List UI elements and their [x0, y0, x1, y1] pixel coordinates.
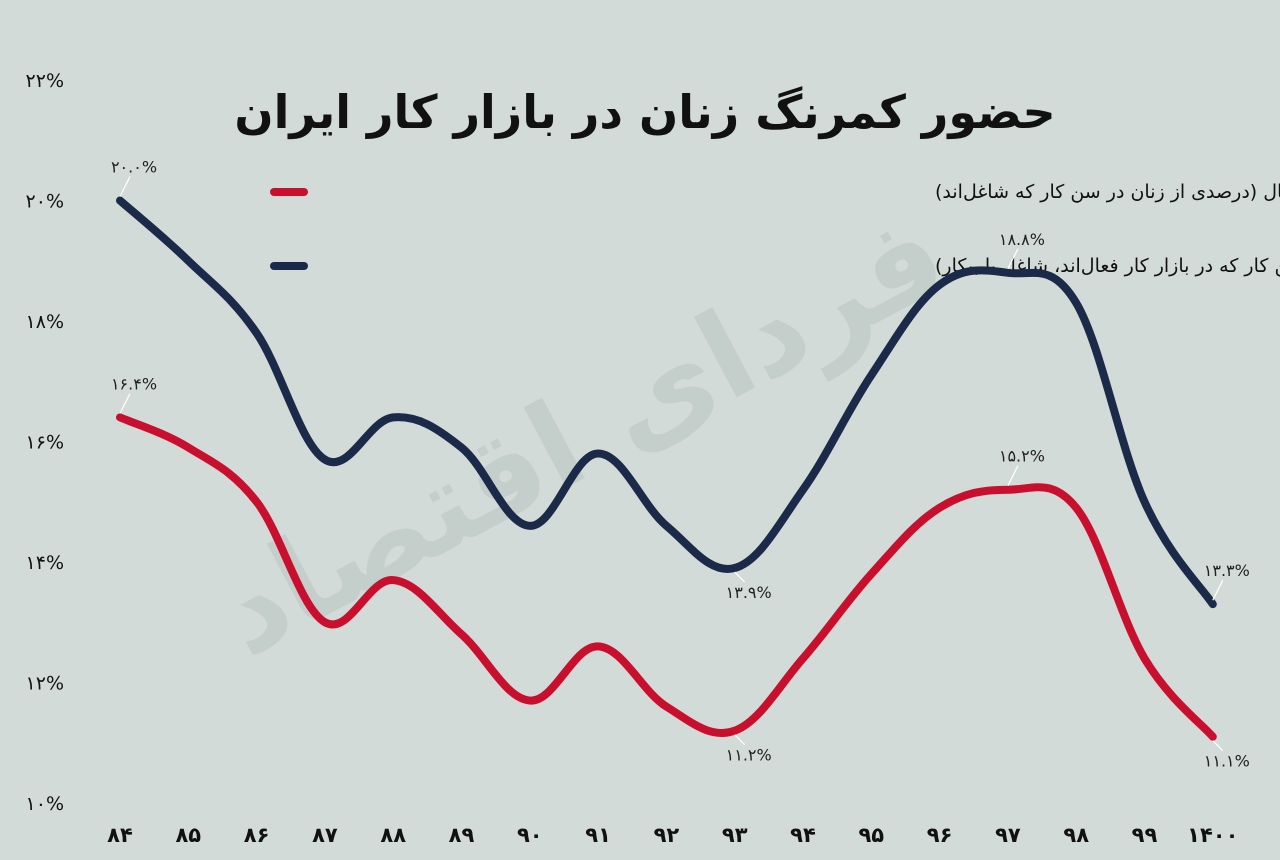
data-point — [118, 415, 122, 420]
chart-title: حضور کمرنگ زنان در بازار کار ایران — [234, 85, 1055, 139]
x-tick-label: ۸۸ — [380, 823, 406, 847]
data-point — [1074, 505, 1079, 510]
y-axis: ۱۰% ۱۲% ۱۴% ۱۶% ۱۸% ۲۰% ۲۲% — [26, 70, 64, 815]
data-point — [1210, 734, 1215, 739]
x-tick-label: ۸۹ — [449, 823, 475, 847]
data-point — [664, 523, 669, 528]
data-point — [322, 620, 327, 625]
y-tick-label: ۱۰% — [26, 793, 64, 815]
x-tick-label: ۱۴۰۰ — [1187, 823, 1238, 847]
label-leader-line — [119, 176, 131, 197]
data-point — [1142, 499, 1147, 504]
x-tick-label: ۹۹ — [1132, 823, 1158, 847]
x-tick-label: ۹۰ — [517, 823, 543, 847]
x-tick-label: ۸۷ — [312, 823, 338, 847]
data-label: ۱۳.۹% — [726, 583, 772, 602]
data-point — [459, 445, 464, 450]
data-point — [732, 728, 737, 733]
data-point — [596, 644, 601, 649]
data-label: ۱۳.۳% — [1204, 561, 1250, 580]
data-point — [664, 704, 669, 709]
data-label: ۱۱.۲% — [726, 746, 772, 765]
data-point — [1210, 602, 1215, 607]
data-point — [937, 282, 942, 287]
data-point — [1074, 300, 1079, 305]
x-tick-label: ۹۱ — [585, 823, 611, 847]
y-tick-label: ۱۸% — [26, 311, 64, 333]
x-tick-label: ۸۴ — [107, 823, 133, 847]
data-point — [527, 523, 532, 528]
data-label: ۱۶.۴% — [111, 374, 157, 393]
series-layer — [116, 196, 1217, 741]
data-point — [322, 457, 327, 462]
data-point — [1005, 270, 1010, 275]
data-label: ۱۸.۸% — [999, 230, 1045, 249]
data-point — [1005, 487, 1010, 492]
x-tick-label: ۹۸ — [1063, 823, 1089, 847]
label-leader-line — [1212, 740, 1224, 752]
data-point — [391, 578, 396, 583]
data-point — [527, 698, 532, 703]
data-point — [254, 331, 259, 336]
x-tick-label: ۹۷ — [995, 823, 1021, 847]
y-tick-label: ۲۰% — [26, 191, 64, 213]
data-point — [186, 258, 191, 263]
data-point — [937, 505, 942, 510]
y-tick-label: ۱۲% — [26, 673, 64, 695]
x-tick-label: ۸۶ — [244, 823, 270, 847]
label-leader-line — [1007, 465, 1019, 486]
data-point — [118, 198, 122, 203]
label-leader-line — [734, 571, 746, 583]
label-leader-line — [1212, 579, 1224, 601]
data-labels: ۲۰.۰% ۱۸.۸% ۱۳.۹% ۱۳.۳% ۱۶.۴% ۱۵.۲% ۱۱.۲% ۱۱.۱% — [111, 158, 1250, 771]
data-point — [459, 632, 464, 637]
data-point — [869, 572, 874, 577]
y-tick-label: ۲۲% — [26, 70, 64, 92]
label-leader-line — [1007, 248, 1019, 270]
y-tick-label: ۱۴% — [26, 552, 64, 574]
legend-label: نسبت اشتغال (درصدی از زنان در سن کار که … — [935, 181, 1280, 203]
data-point — [869, 373, 874, 378]
label-leader-line — [119, 393, 131, 414]
data-point — [801, 656, 805, 661]
x-tick-label: ۹۴ — [790, 823, 816, 847]
data-point — [391, 415, 396, 420]
x-tick-label: ۹۶ — [927, 823, 953, 847]
x-tick-label: ۹۲ — [654, 823, 680, 847]
x-tick-label: ۸۵ — [175, 823, 201, 847]
data-point — [801, 487, 805, 492]
data-label: ۱۵.۲% — [999, 447, 1045, 466]
data-point — [732, 566, 737, 571]
data-label: ۲۰.۰% — [111, 158, 157, 177]
data-label: ۱۱.۱% — [1204, 752, 1250, 771]
x-tick-label: ۹۳ — [722, 823, 748, 847]
label-leader-line — [734, 734, 746, 746]
data-point — [186, 445, 191, 450]
data-point — [596, 451, 601, 456]
x-axis: ۸۴ ۸۵ ۸۶ ۸۷ ۸۸ ۸۹ ۹۰ ۹۱ ۹۲ ۹۳ ۹۴ ۹۵ ۹۶ ۹۷ ۹۸ ۹۹ ۱۴۰۰ — [107, 823, 1238, 847]
y-tick-label: ۱۶% — [26, 432, 64, 454]
data-point — [1142, 656, 1147, 661]
x-tick-label: ۹۵ — [858, 823, 884, 847]
data-point — [254, 499, 259, 504]
